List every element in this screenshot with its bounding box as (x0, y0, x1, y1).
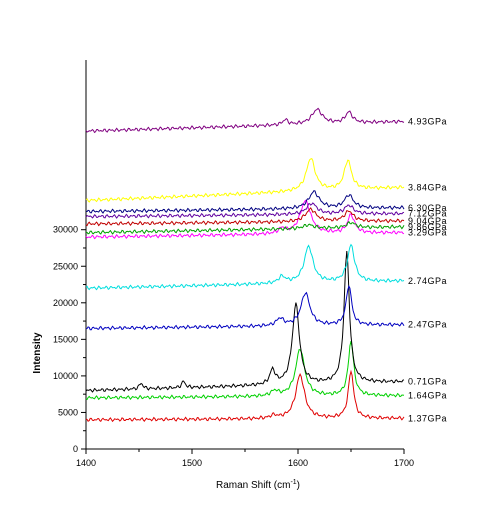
series-label: 7.12GPa (408, 209, 447, 219)
x-axis-title-close: ) (297, 480, 300, 491)
series-line (85, 157, 405, 203)
series-line (85, 202, 405, 219)
plot-axes (85, 60, 404, 450)
series-label: 1.37GPa (408, 413, 447, 423)
x-ticks: 1400 1500 1600 1700 (76, 449, 414, 468)
series-label: 2.74GPa (408, 276, 447, 286)
y-axis-title: Intensity (32, 332, 43, 374)
y-tick-label: 20000 (53, 298, 78, 308)
series-label: 3.29GPa (408, 228, 447, 238)
spectra (85, 107, 405, 423)
series-line (85, 243, 405, 291)
y-tick-label: 5000 (58, 407, 78, 417)
series-line (85, 199, 405, 240)
x-tick-label: 1500 (182, 458, 202, 468)
series-label: 1.64GPa (408, 391, 447, 401)
y-tick-label: 25000 (53, 261, 78, 271)
y-tick-label: 0 (73, 444, 78, 454)
x-axis-title-main: Raman Shift (cm (216, 480, 290, 491)
series-line (86, 190, 405, 214)
series-line (85, 340, 405, 401)
x-tick-label: 1400 (76, 458, 96, 468)
series-label: 6.30GPa (408, 203, 447, 213)
y-ticks: 0 5000 10000 15000 20000 25000 30000 (53, 225, 86, 454)
x-axis-title: Raman Shift (cm-1) (216, 479, 300, 491)
series-labels: 1.37GPa 1.64GPa 0.71GPa 2.47GPa 2.74GPa 3.29G… (408, 117, 447, 424)
series-label: 0.71GPa (408, 377, 447, 387)
x-tick-label: 1700 (394, 458, 414, 468)
series-label: 4.93GPa (408, 117, 447, 127)
series-label: 3.84GPa (408, 182, 447, 192)
x-axis-title-sup: -1 (290, 479, 296, 486)
series-line (85, 207, 405, 227)
series-line (85, 107, 405, 134)
series-line (85, 220, 405, 235)
series-line (85, 284, 405, 331)
y-tick-label: 30000 (53, 225, 78, 235)
y-tick-label: 15000 (53, 334, 78, 344)
x-tick-label: 1600 (288, 458, 308, 468)
y-tick-label: 10000 (53, 371, 78, 381)
series-label: 2.47GPa (408, 320, 447, 330)
series-label: 9.86GPa (408, 222, 447, 232)
series-line (85, 250, 405, 393)
series-label: 9.04GPa (408, 216, 447, 226)
series-line (85, 369, 405, 423)
